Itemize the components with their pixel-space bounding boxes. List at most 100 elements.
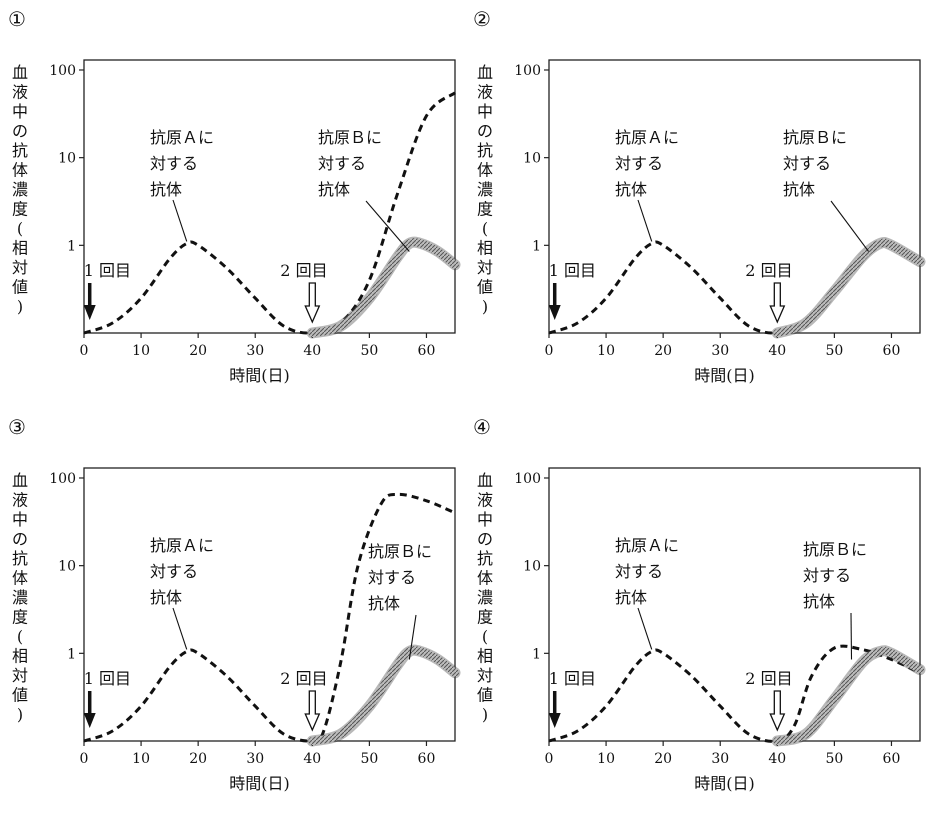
antibody-b-label: 抗原Ｂに <box>803 540 867 559</box>
x-tick-label: 20 <box>189 751 207 767</box>
chart-panel-1: ① 1 10 100 0 10 20 30 40 50 60 時間(日) 血液中の抗体濃度(相対値) 1 … <box>0 0 464 407</box>
x-tick-label: 0 <box>80 751 89 767</box>
chart-panel-3: ③ 1 10 100 0 10 20 30 40 50 60 時間(日) 血液中の抗体濃度(相対値) 1 … <box>0 408 464 815</box>
x-tick-label: 10 <box>132 751 150 767</box>
plot-frame <box>83 467 456 742</box>
panel-number: ① <box>8 7 26 31</box>
antibody-b-label: 抗体 <box>368 594 400 613</box>
y-tick-label: 100 <box>49 471 76 487</box>
x-tick-label: 20 <box>189 343 207 359</box>
second-dose-label: 2 回目 <box>745 261 792 280</box>
chart-svg-4: ④ 1 10 100 0 10 20 30 40 50 60 時間(日) 血液中の抗体濃度(相対値) 1 … <box>473 415 926 793</box>
series-antibody-b <box>773 646 924 745</box>
y-tick-label: 10 <box>523 559 541 575</box>
antibody-b-label: 抗体 <box>318 180 350 199</box>
antibody-a-label: 対する <box>150 562 198 581</box>
second-dose-arrow <box>304 282 321 324</box>
y-tick-label: 1 <box>532 238 541 254</box>
series-antibody-dashed <box>83 91 456 335</box>
antibody-b-label: 対する <box>318 154 366 173</box>
chart-panel-2: ② 1 10 100 0 10 20 30 40 50 60 時間(日) 血液中の抗体濃度(相対値) 1 … <box>465 0 929 407</box>
x-tick-label: 50 <box>360 751 378 767</box>
x-axis-label: 時間(日) <box>229 366 290 385</box>
antibody-a-label: 対する <box>615 154 663 173</box>
antibody-a-label: 抗原Ａに <box>615 536 679 555</box>
antibody-b-pointer <box>408 614 417 660</box>
chart-svg-2: ② 1 10 100 0 10 20 30 40 50 60 時間(日) 血液中の抗体濃度(相対値) 1 … <box>473 7 926 385</box>
x-tick-label: 50 <box>360 343 378 359</box>
second-dose-label: 2 回目 <box>280 669 327 688</box>
panel-number: ④ <box>473 415 491 439</box>
series-antibody-b <box>308 646 459 745</box>
y-tick-label: 1 <box>532 646 541 662</box>
antibody-a-label: 抗体 <box>615 180 647 199</box>
x-axis-label: 時間(日) <box>694 774 755 793</box>
y-axis-label: 血液中の抗体濃度(相対値) <box>12 63 28 316</box>
y-tick-label: 10 <box>58 151 76 167</box>
x-tick-label: 60 <box>883 751 901 767</box>
x-tick-label: 20 <box>654 751 672 767</box>
series-antibody-b <box>773 238 924 337</box>
x-tick-label: 10 <box>597 751 615 767</box>
antibody-b-label: 対する <box>803 566 851 585</box>
antibody-a-pointer <box>172 607 188 650</box>
x-tick-label: 10 <box>132 343 150 359</box>
y-tick-label: 100 <box>49 63 76 79</box>
plot-frame <box>548 59 921 334</box>
antibody-a-label: 抗体 <box>615 588 647 607</box>
x-axis-label: 時間(日) <box>229 774 290 793</box>
y-tick-label: 10 <box>58 559 76 575</box>
x-tick-label: 40 <box>768 343 786 359</box>
x-tick-label: 30 <box>711 751 729 767</box>
x-tick-label: 0 <box>545 751 554 767</box>
antibody-a-label: 抗原Ａに <box>150 128 214 147</box>
chart-svg-1: ① 1 10 100 0 10 20 30 40 50 60 時間(日) 血液中の抗体濃度(相対値) 1 … <box>8 7 461 385</box>
antibody-b-pointer <box>365 200 410 252</box>
antibody-b-label: 抗原Ｂに <box>368 542 432 561</box>
y-tick-label: 10 <box>523 151 541 167</box>
antibody-b-label: 抗体 <box>783 180 815 199</box>
series-hatched-shadow <box>771 236 926 339</box>
plot-frame <box>83 59 456 334</box>
x-tick-label: 0 <box>545 343 554 359</box>
x-tick-label: 30 <box>711 343 729 359</box>
series-antibody-dashed <box>83 492 456 743</box>
x-tick-label: 0 <box>80 343 89 359</box>
panel-number: ② <box>473 7 491 31</box>
antibody-b-label: 抗原Ｂに <box>318 128 382 147</box>
x-tick-label: 30 <box>246 343 264 359</box>
y-tick-label: 1 <box>67 646 76 662</box>
first-dose-label: 1 回目 <box>84 261 131 280</box>
antibody-b-label: 対する <box>368 568 416 587</box>
antibody-b-pointer <box>850 612 853 660</box>
panel-number: ③ <box>8 415 26 439</box>
chart-panel-4: ④ 1 10 100 0 10 20 30 40 50 60 時間(日) 血液中の抗体濃度(相対値) 1 … <box>465 408 929 815</box>
x-tick-label: 60 <box>883 343 901 359</box>
antibody-a-label: 抗体 <box>150 588 182 607</box>
antibody-a-label: 抗体 <box>150 180 182 199</box>
plot-frame <box>548 467 921 742</box>
y-tick-label: 100 <box>514 63 541 79</box>
antibody-a-label: 抗原Ａに <box>150 536 214 555</box>
x-tick-label: 60 <box>418 751 436 767</box>
x-tick-label: 40 <box>303 343 321 359</box>
antibody-b-label: 抗体 <box>803 592 835 611</box>
x-axis-label: 時間(日) <box>694 366 755 385</box>
antibody-a-pointer <box>637 607 653 650</box>
x-tick-label: 40 <box>303 751 321 767</box>
antibody-b-label: 対する <box>783 154 831 173</box>
y-axis-label: 血液中の抗体濃度(相対値) <box>477 63 493 316</box>
series-antibody-b <box>308 238 459 337</box>
x-tick-label: 50 <box>825 343 843 359</box>
first-dose-arrow-head <box>83 305 96 320</box>
first-dose-arrow-head <box>548 305 561 320</box>
antibody-a-pointer <box>172 199 188 242</box>
antibody-b-pointer <box>830 200 870 252</box>
second-dose-label: 2 回目 <box>745 669 792 688</box>
chart-svg-3: ③ 1 10 100 0 10 20 30 40 50 60 時間(日) 血液中の抗体濃度(相対値) 1 … <box>8 415 461 793</box>
antibody-a-label: 対する <box>615 562 663 581</box>
first-dose-arrow-head <box>548 713 561 728</box>
x-tick-label: 60 <box>418 343 436 359</box>
antibody-a-label: 対する <box>150 154 198 173</box>
x-tick-label: 10 <box>597 343 615 359</box>
